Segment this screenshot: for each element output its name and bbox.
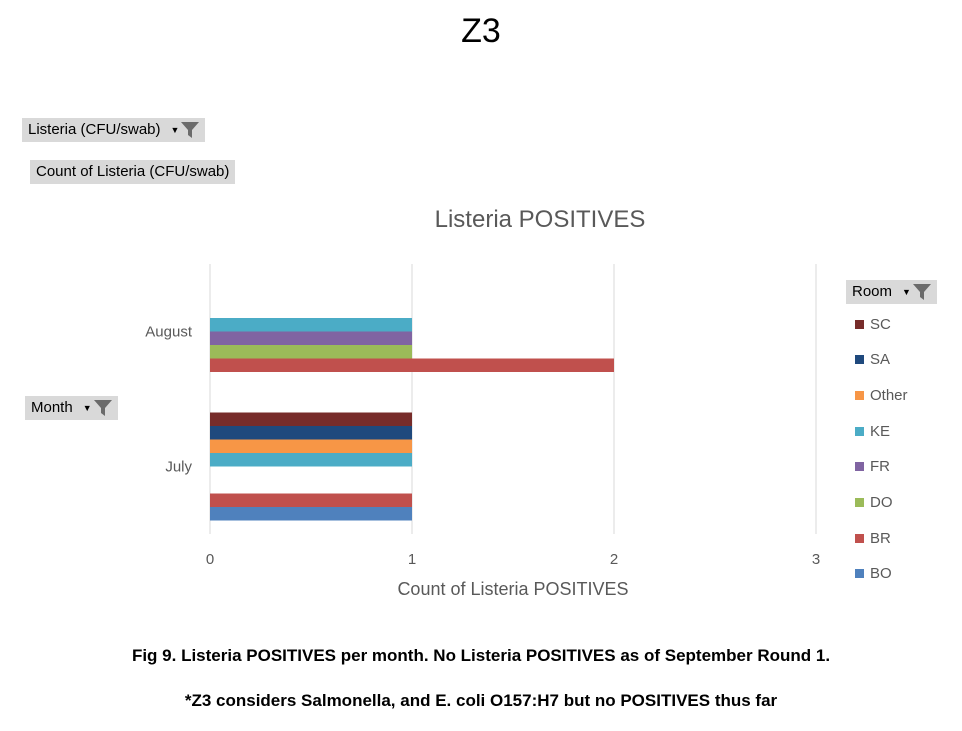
funnel-icon bbox=[912, 284, 931, 300]
x-tick-label: 3 bbox=[812, 551, 820, 568]
x-tick-label: 2 bbox=[610, 551, 618, 568]
legend-label: SA bbox=[870, 351, 891, 369]
month-filter-label: Month bbox=[31, 399, 73, 416]
month-filter-button[interactable]: Month ▼ bbox=[25, 396, 118, 420]
legend-item: Other bbox=[855, 385, 908, 405]
bar-other-july bbox=[210, 439, 412, 453]
chevron-down-icon: ▼ bbox=[170, 125, 180, 135]
bar-fr-august bbox=[210, 331, 412, 345]
room-filter-label: Room bbox=[852, 283, 893, 300]
y-category-label: August bbox=[145, 324, 193, 341]
bar-sc-july bbox=[210, 412, 412, 426]
x-tick-label: 1 bbox=[408, 551, 416, 568]
legend-label: SC bbox=[870, 315, 891, 333]
legend-swatch bbox=[855, 533, 864, 543]
legend-item: BR bbox=[855, 528, 891, 548]
chevron-down-icon: ▼ bbox=[902, 287, 911, 297]
chevron-down-icon: ▼ bbox=[82, 403, 92, 413]
page-title: Z3 bbox=[461, 12, 501, 50]
legend-swatch bbox=[855, 498, 864, 507]
legend-label: BR bbox=[870, 529, 891, 547]
legend-label: Other bbox=[870, 386, 908, 404]
legend-item: FR bbox=[855, 457, 890, 477]
listeria-filter-button[interactable]: Listeria (CFU/swab) ▼ bbox=[22, 118, 206, 142]
legend-swatch bbox=[855, 390, 864, 400]
values-field-button[interactable]: Count of Listeria (CFU/swab) bbox=[30, 160, 236, 184]
legend-item: SA bbox=[855, 350, 890, 370]
legend-swatch bbox=[855, 426, 864, 436]
legend-item: BO bbox=[855, 564, 892, 584]
figure-footnote: *Z3 considers Salmonella, and E. coli O1… bbox=[184, 691, 778, 710]
legend-swatch bbox=[855, 569, 864, 579]
legend-item: DO bbox=[855, 493, 893, 513]
legend-label: BO bbox=[870, 565, 892, 583]
y-category-label: July bbox=[165, 459, 192, 476]
legend-swatch bbox=[855, 355, 864, 365]
bar-br-august bbox=[210, 358, 614, 372]
bar-br-july bbox=[210, 493, 412, 507]
bar-ke-august bbox=[210, 318, 412, 332]
x-axis-label: Count of Listeria POSITIVES bbox=[397, 579, 628, 599]
legend-swatch bbox=[855, 319, 864, 329]
bar-do-august bbox=[210, 345, 412, 359]
legend-label: DO bbox=[870, 494, 893, 511]
legend-item: SC bbox=[855, 314, 891, 334]
legend-label: FR bbox=[870, 458, 890, 476]
bar-ke-july bbox=[210, 453, 412, 467]
bar-bo-july bbox=[210, 507, 412, 521]
funnel-icon bbox=[93, 400, 112, 416]
legend-item: KE bbox=[855, 421, 890, 441]
x-tick-label: 0 bbox=[206, 551, 214, 568]
listeria-filter-label: Listeria (CFU/swab) bbox=[28, 121, 161, 138]
chart-title: Listeria POSITIVES bbox=[434, 206, 646, 233]
room-filter-button[interactable]: Room ▼ bbox=[846, 280, 937, 304]
bar-sa-july bbox=[210, 426, 412, 440]
legend-swatch bbox=[855, 462, 864, 472]
funnel-icon bbox=[181, 122, 200, 138]
figure-caption: Fig 9. Listeria POSITIVES per month. No … bbox=[131, 646, 831, 665]
legend-label: KE bbox=[870, 422, 891, 440]
